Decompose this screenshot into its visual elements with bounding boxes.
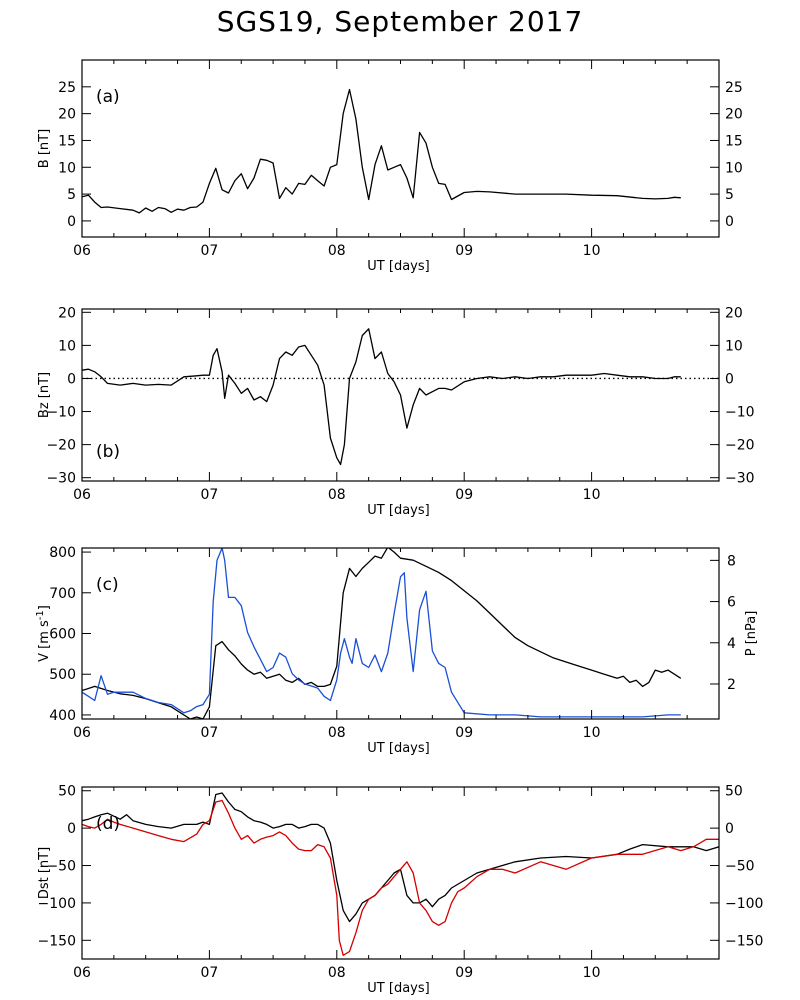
panel-b: 06 07 08 09 10 UT [days] −30 −30 −20 −20 −10 −10 0 0 1… [37,305,755,518]
y-tick-label-d-4: 50 [58,784,76,800]
x-tick-label-d-1: 07 [200,965,218,981]
y-tick-label-a-4: 20 [58,107,76,123]
x-tick-label-a-1: 07 [200,243,218,259]
x-tick-label-c-1: 07 [200,725,218,741]
y-tick-label-c-2: 600 [49,627,76,643]
y-axis-label-d: Dst [nT] [37,847,52,899]
x-tick-label-d-3: 09 [455,965,473,981]
y-tick-label-right-d-4: 50 [725,784,743,800]
x-axis-label-c: UT [days] [367,741,429,756]
y-tick-label-right-d-3: 0 [725,821,734,837]
y-tick-label-b-4: 10 [58,338,76,354]
series-a-1 [82,88,681,214]
x-tick-label-d-0: 06 [73,965,91,981]
y-tick-label-right-b-2: −10 [725,405,755,421]
y-tick-label-a-3: 15 [58,133,76,149]
series-b-1 [82,328,681,466]
x-tick-label-b-1: 07 [200,487,218,503]
figure-title: SGS19, September 2017 [217,5,584,38]
plot-frame-c [81,547,720,720]
x-tick-label-a-2: 08 [328,243,346,259]
y-tick-label-b-3: 0 [67,371,76,387]
y-axis-label-a: B [nT] [37,129,52,168]
y-tick-label-right-d-0: −150 [725,933,763,949]
y-tick-label-right-a-1: 5 [725,187,734,203]
series-d-2 [82,799,719,956]
y-tick-label-d-3: 0 [67,821,76,837]
panel-label-b: (b) [96,442,120,462]
y-axis-label-c: V [m s-1] [35,605,52,662]
x-tick-label-b-4: 10 [583,487,601,503]
y-tick-label-b-2: −10 [46,405,76,421]
x-tick-label-b-2: 08 [328,487,346,503]
x-axis-label-b: UT [days] [367,503,429,518]
y-tick-label-c-1: 500 [49,667,76,683]
y-tick-label-right-d-2: −50 [725,859,755,875]
y-tick-label-right-b-0: −30 [725,471,755,487]
panel-label-c: (c) [96,575,119,595]
y-tick-label-c-0: 400 [49,708,76,724]
y-tick-label-right-b-3: 0 [725,371,734,387]
y-axis-label-superscript-c: -1 [35,610,46,620]
panel-c: 06 07 08 09 10 UT [days] 400 500 600 700 800 2 4 6 8 P … [35,545,759,756]
y-tick-label-right-a-2: 10 [725,160,743,176]
x-tick-label-a-4: 10 [583,243,601,259]
y-tick-label-c-4: 800 [49,545,76,561]
y-tick-label-right-d-1: −100 [725,896,763,912]
x-tick-label-b-0: 06 [73,487,91,503]
x-tick-label-c-2: 08 [328,725,346,741]
y-tick-label-b-0: −30 [46,471,76,487]
x-axis-label-a: UT [days] [367,259,429,274]
x-tick-label-c-3: 09 [455,725,473,741]
y-tick-label-right-a-3: 15 [725,133,743,149]
y-tick-label-a-5: 25 [58,80,76,96]
x-tick-label-a-0: 06 [73,243,91,259]
panel-d: 06 07 08 09 10 UT [days] −150 −150 −100 −100 −50 −5… [37,784,763,996]
y-tick-label-right-b-5: 20 [725,305,743,321]
y-tick-label-right-a-5: 25 [725,80,743,96]
y-tick-label-d-0: −150 [38,933,76,949]
y-tick-label-d-2: −50 [46,859,76,875]
y-right-tick-label-c-2: 6 [727,595,736,611]
y-tick-label-b-5: 20 [58,305,76,321]
y-tick-label-right-b-1: −20 [725,438,755,454]
right-y-axis-label-c: P [nPa] [744,611,759,657]
x-tick-label-c-4: 10 [583,725,601,741]
series-d-1 [82,792,719,923]
panel-label-a: (a) [96,87,120,107]
y-tick-label-a-1: 5 [67,187,76,203]
x-tick-label-d-2: 08 [328,965,346,981]
plot-frame-d [81,786,720,960]
y-tick-label-right-a-0: 0 [725,214,734,230]
panel-label-d: (d) [96,814,120,834]
x-tick-label-c-0: 06 [73,725,91,741]
y-tick-label-a-0: 0 [67,214,76,230]
y-right-tick-label-c-3: 8 [727,553,736,569]
y-tick-label-right-a-4: 20 [725,107,743,123]
panel-a: 06 07 08 09 10 UT [days] 0 0 5 5 10 10 15 15 20 20 25 25 B… [37,59,743,274]
y-right-tick-label-c-1: 4 [727,636,736,652]
y-axis-label-main-c: V [m s [37,620,52,662]
y-tick-label-d-1: −100 [38,896,76,912]
y-axis-label-b: Bz [nT] [37,372,52,418]
y-tick-label-b-1: −20 [46,438,76,454]
x-tick-label-d-4: 10 [583,965,601,981]
y-tick-label-right-b-4: 10 [725,338,743,354]
series-c-2-p [82,548,681,718]
y-axis-label-end-c: ] [37,605,52,610]
x-tick-label-b-3: 09 [455,487,473,503]
x-axis-label-d: UT [days] [367,981,429,996]
y-right-tick-label-c-0: 2 [727,677,736,693]
plot-frame-a [81,59,720,238]
x-tick-label-a-3: 09 [455,243,473,259]
y-tick-label-a-2: 10 [58,160,76,176]
series-c-1-v [82,548,682,719]
y-tick-label-c-3: 700 [49,586,76,602]
